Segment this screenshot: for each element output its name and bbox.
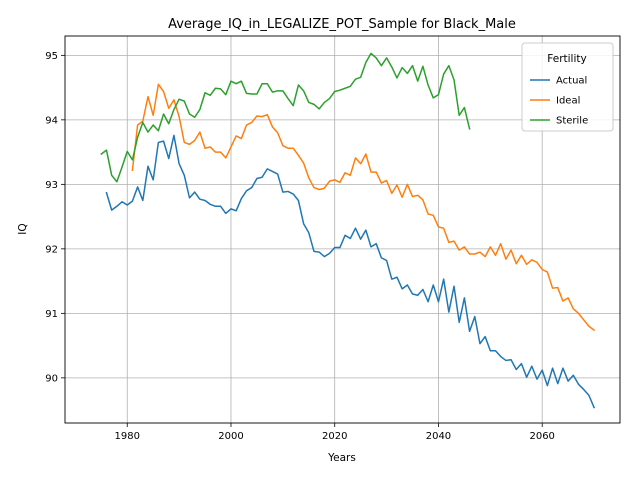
series-group	[100, 52, 596, 409]
legend-title: Fertility	[547, 53, 586, 65]
chart-title: Average_IQ_in_LEGALIZE_POT_Sample for Bl…	[168, 17, 516, 32]
x-axis-label: Years	[327, 452, 356, 464]
legend-label-sterile: Sterile	[556, 116, 588, 127]
legend-label-actual: Actual	[556, 76, 587, 87]
x-tick-label: 1980	[115, 431, 140, 442]
legend-box	[521, 42, 614, 132]
y-axis-label: IQ	[17, 223, 29, 234]
y-tick-label: 91	[45, 309, 58, 320]
series-line-sterile	[100, 52, 471, 183]
x-tick-label: 2060	[529, 431, 554, 442]
x-tick-label: 2000	[218, 431, 243, 442]
y-tick-label: 93	[45, 180, 58, 191]
y-tick-label: 95	[45, 51, 58, 62]
x-tick-label: 2020	[322, 431, 347, 442]
y-axis: 90 91 92 93 94 95	[45, 51, 65, 384]
legend: Fertility Actual Ideal Sterile	[521, 42, 614, 132]
y-tick-label: 94	[45, 115, 58, 126]
plot-frame	[64, 35, 621, 424]
y-tick-label: 92	[45, 244, 58, 255]
y-tick-label: 90	[45, 373, 58, 384]
legend-label-ideal: Ideal	[556, 96, 580, 107]
x-axis: 1980 2000 2020 2040 2060	[115, 423, 555, 442]
legend-items: Actual Ideal Sterile	[530, 76, 588, 127]
series-line-ideal	[131, 83, 596, 332]
x-tick-label: 2040	[426, 431, 451, 442]
series-line-actual	[105, 134, 596, 409]
